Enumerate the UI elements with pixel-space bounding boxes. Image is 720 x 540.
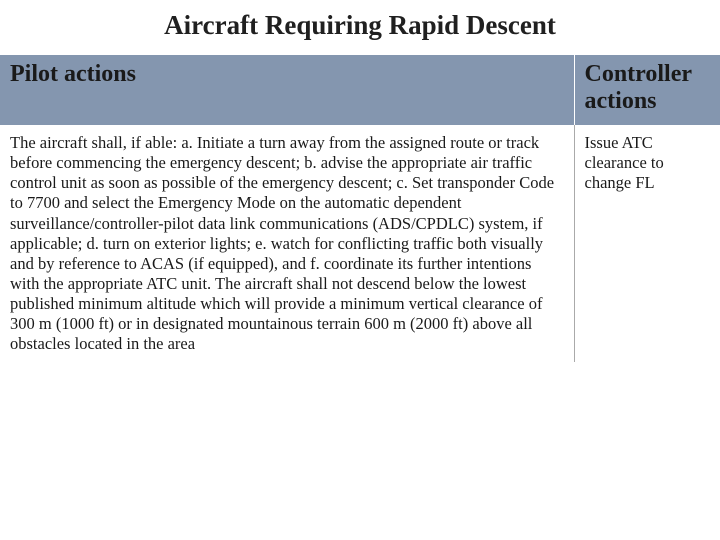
actions-table: Pilot actions Controller actions The air… [0, 55, 720, 362]
table-header-row: Pilot actions Controller actions [0, 55, 720, 125]
cell-pilot-actions: The aircraft shall, if able: a. Initiate… [0, 125, 574, 362]
slide-title: Aircraft Requiring Rapid Descent [0, 0, 720, 55]
header-controller-actions: Controller actions [574, 55, 720, 125]
slide: Aircraft Requiring Rapid Descent Pilot a… [0, 0, 720, 540]
cell-controller-actions: Issue ATC clearance to change FL [574, 125, 720, 362]
header-pilot-actions: Pilot actions [0, 55, 574, 125]
table-row: The aircraft shall, if able: a. Initiate… [0, 125, 720, 362]
